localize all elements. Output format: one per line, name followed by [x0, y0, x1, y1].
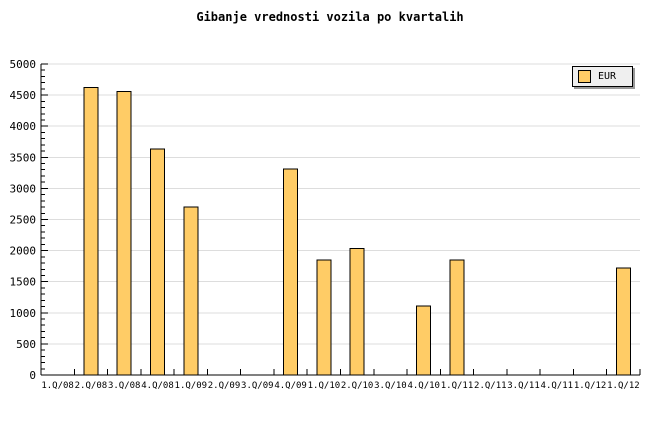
- legend-swatch-icon: [578, 70, 591, 83]
- y-axis-label: 3000: [10, 182, 37, 195]
- bar-3.Q/08: [116, 90, 132, 376]
- bar-2.Q/10: [349, 248, 365, 376]
- bar-4.Q/10: [416, 305, 432, 376]
- x-axis-label: 4.Q/09: [274, 381, 307, 391]
- x-axis-label: 2.Q/11: [474, 381, 507, 391]
- y-axis-label: 2000: [10, 245, 37, 258]
- y-axis-label: 5000: [10, 58, 37, 71]
- x-axis-label: 3.Q/08: [108, 381, 141, 391]
- legend: EUR: [572, 66, 633, 87]
- y-axis-label: 4500: [10, 89, 37, 102]
- bar-4.Q/09: [283, 168, 299, 376]
- y-axis-label: 1500: [10, 276, 37, 289]
- x-axis-label: 1.Q/12: [607, 381, 640, 391]
- y-axis-label: 2500: [10, 214, 37, 227]
- y-axis-label: 4000: [10, 120, 37, 133]
- y-axis-label: 3500: [10, 151, 37, 164]
- x-axis-label: 3.Q/10: [374, 381, 407, 391]
- x-axis-label: 3.Q/09: [241, 381, 274, 391]
- x-axis-label: 4.Q/08: [141, 381, 174, 391]
- bar-4.Q/08: [150, 148, 165, 376]
- bar-1.Q/11: [449, 259, 465, 376]
- x-axis-label: 4.Q/10: [407, 381, 440, 391]
- x-axis-label: 2.Q/09: [208, 381, 241, 391]
- y-axis-label: 500: [16, 338, 36, 351]
- legend-series-label: EUR: [598, 70, 617, 82]
- x-axis-label: 1.Q/10: [308, 381, 341, 391]
- bar-2.Q/08: [83, 87, 99, 376]
- bar-1.Q/12: [615, 267, 631, 376]
- x-axis-label: 1.Q/08: [41, 381, 74, 391]
- x-axis-label: 1.Q/09: [175, 381, 208, 391]
- chart-title: Gibanje vrednosti vozila po kvartalih: [196, 10, 464, 24]
- bar-1.Q/10: [316, 259, 332, 376]
- x-axis-label: 1.Q/11: [441, 381, 474, 391]
- x-axis-label: 1.Q/12: [574, 381, 607, 391]
- bar-1.Q/09: [183, 206, 199, 376]
- x-axis-label: 4.Q/11: [541, 381, 574, 391]
- x-axis-label: 2.Q/08: [75, 381, 108, 391]
- y-axis-label: 1000: [10, 307, 37, 320]
- x-axis-label: 3.Q/11: [507, 381, 540, 391]
- y-axis-label: 0: [29, 369, 36, 382]
- x-axis-label: 2.Q/10: [341, 381, 374, 391]
